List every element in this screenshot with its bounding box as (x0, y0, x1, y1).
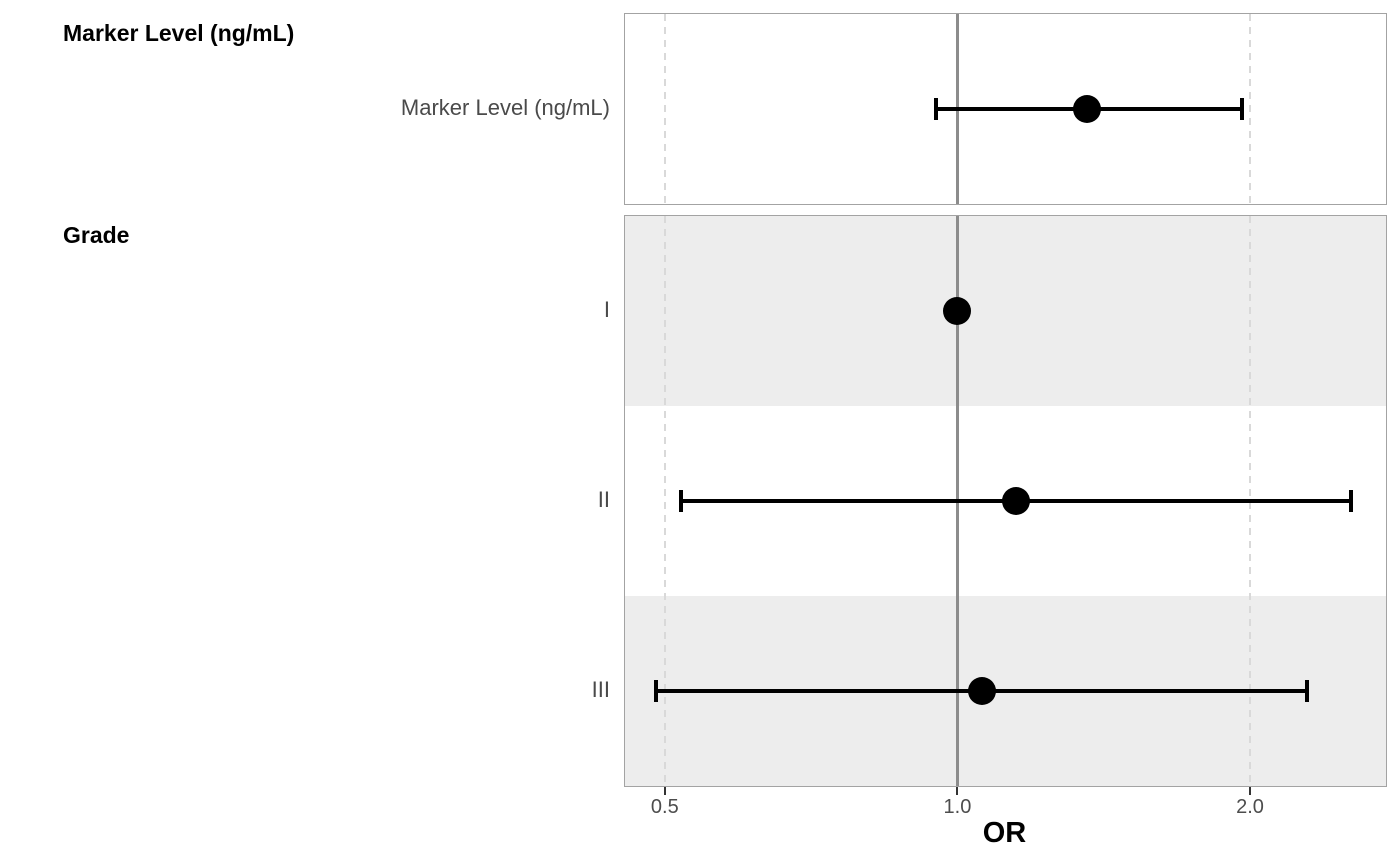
ci-cap-right (1239, 98, 1244, 120)
or-point (968, 677, 997, 705)
or-point (1073, 95, 1102, 123)
ci-cap-left (933, 98, 938, 120)
or-point (943, 297, 972, 325)
ci-cap-right (1348, 490, 1353, 512)
x-axis-title: OR (982, 817, 1027, 849)
ci-cap-left (679, 490, 684, 512)
x-tick-label: 0.5 (650, 796, 679, 818)
row-label: Marker Level (ng/mL) (400, 95, 610, 120)
or-point (1002, 487, 1031, 515)
x-tick-mark (663, 787, 666, 795)
x-tick-label: 1.0 (943, 796, 972, 818)
dashed-gridline (1249, 14, 1252, 204)
group-header: Grade (63, 222, 130, 248)
ci-cap-right (1305, 680, 1310, 702)
row-label: III (591, 677, 610, 702)
row-label: I (603, 297, 610, 322)
x-tick-mark (1249, 787, 1252, 795)
row-stripe (625, 216, 1386, 406)
plot-panel (624, 13, 1387, 205)
dashed-gridline (663, 14, 666, 204)
x-tick-label: 2.0 (1236, 796, 1264, 818)
x-tick-mark (956, 787, 959, 795)
plot-panel (624, 215, 1387, 787)
ci-cap-left (654, 680, 659, 702)
dashed-gridline (663, 216, 666, 786)
group-header: Marker Level (ng/mL) (63, 20, 295, 46)
row-label: II (597, 487, 610, 512)
